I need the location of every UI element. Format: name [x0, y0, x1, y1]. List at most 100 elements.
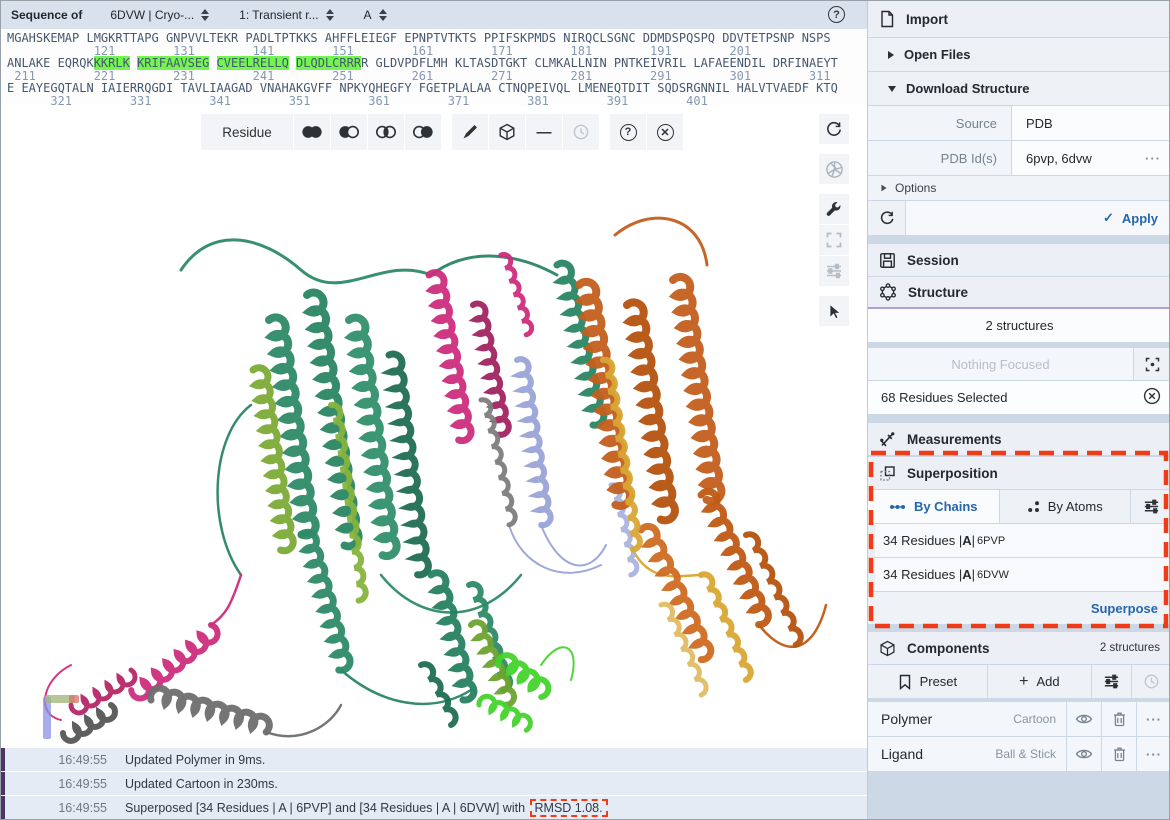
- screenshot-icon[interactable]: [819, 154, 849, 184]
- components-cube-icon: [880, 640, 895, 656]
- select-all-icon[interactable]: [294, 114, 330, 150]
- sequence-line[interactable]: ANLAKE EQRQKKKRLK KRIFAAVSEG CVEELRELLQ …: [7, 56, 838, 70]
- more-options-icon[interactable]: ···: [1145, 150, 1161, 166]
- selection-status-row: 68 Residues Selected: [868, 381, 1169, 414]
- source-select[interactable]: PDB: [1012, 106, 1169, 140]
- visibility-eye-icon[interactable]: [1067, 702, 1101, 736]
- log-row: 16:49:55 Updated Cartoon in 230ms.: [1, 772, 867, 795]
- sequence-of-label: Sequence of: [11, 8, 83, 22]
- entity-select[interactable]: 1: Transient r...: [239, 8, 334, 22]
- section-structure[interactable]: Structure: [868, 277, 1169, 309]
- settings-sliders-icon[interactable]: [819, 256, 849, 286]
- tab-by-atoms[interactable]: By Atoms: [999, 490, 1130, 523]
- preset-button[interactable]: Preset: [868, 665, 987, 698]
- brush-theme-icon[interactable]: [452, 114, 488, 150]
- section-measurements[interactable]: Measurements: [868, 423, 1169, 455]
- component-more-icon[interactable]: ···: [1137, 702, 1169, 736]
- structure-count[interactable]: 2 structures: [868, 309, 1169, 342]
- help-icon[interactable]: ?: [828, 6, 845, 23]
- focus-target-icon[interactable]: [1134, 348, 1169, 380]
- sequence-numbers: 211 221 231 241 251 261 271 281 291 301 …: [7, 68, 831, 83]
- sequence-panel[interactable]: MGAHSKEMAP LMGKRTTAPG GNPVVLTEKR PADLTPT…: [1, 29, 867, 105]
- bookmark-icon: [899, 674, 910, 690]
- plus-icon: +: [1019, 672, 1029, 690]
- chevron-right-icon: [888, 50, 894, 59]
- sequence-header: Sequence of 6DVW | Cryo-... 1: Transient…: [1, 1, 867, 29]
- section-superposition[interactable]: Superposition: [868, 457, 1169, 489]
- section-session[interactable]: Session: [868, 244, 1169, 276]
- measurements-icon: [880, 431, 895, 446]
- log-timestamp: 16:49:55: [58, 752, 107, 767]
- sequence-line[interactable]: E EAYEGQTALN IAIERRQGDI TAVLIAAGAD VNAHA…: [7, 81, 838, 95]
- components-toolbar: Preset + Add: [868, 665, 1169, 698]
- expand-fullscreen-icon[interactable]: [819, 225, 849, 255]
- toolbar-close-icon[interactable]: ✕: [647, 114, 683, 150]
- undo-history-icon[interactable]: [563, 114, 599, 150]
- selected-residues-highlight: CVEELRELLQ: [216, 56, 289, 70]
- file-icon: [881, 10, 894, 28]
- superposition-options-icon[interactable]: [1131, 490, 1169, 523]
- superpose-button[interactable]: Superpose: [868, 592, 1169, 624]
- chain-select[interactable]: A: [364, 8, 387, 22]
- section-components[interactable]: Components 2 structures: [868, 632, 1169, 664]
- selected-residues-highlight: KKRLK: [93, 56, 130, 70]
- add-component-button[interactable]: + Add: [987, 665, 1091, 698]
- sequence-numbers: 321 331 341 351 361 371 381 391 401: [7, 93, 708, 105]
- apply-button[interactable]: ✓ Apply: [906, 201, 1169, 235]
- component-row-polymer: Polymer Cartoon ···: [868, 702, 1169, 736]
- controls-wrench-icon[interactable]: [819, 194, 849, 224]
- granularity-button[interactable]: Residue: [201, 114, 293, 150]
- clear-selection-icon[interactable]: [1143, 387, 1161, 408]
- component-label[interactable]: Polymer Cartoon: [868, 702, 1066, 736]
- open-files-toggle[interactable]: Open Files: [868, 38, 1169, 71]
- superposition-entry[interactable]: 34 Residues | A | 6PVP: [868, 524, 1169, 557]
- superposition-tabs: By Chains By Atoms: [868, 490, 1169, 523]
- pdb-id-row: PDB Id(s) 6pvp, 6dvw ···: [868, 141, 1169, 175]
- select-add-icon[interactable]: [331, 114, 367, 150]
- structure-select[interactable]: 6DVW | Cryo-...: [110, 8, 210, 22]
- select-subtract-icon[interactable]: [405, 114, 441, 150]
- pdb-entry-id: 6PVP: [977, 534, 1006, 547]
- updown-icon: [201, 9, 210, 21]
- component-history-icon[interactable]: [1132, 665, 1169, 698]
- chain-id: A: [962, 567, 972, 582]
- component-more-icon[interactable]: ···: [1137, 737, 1169, 771]
- log-message: Superposed [34 Residues | A | 6PVP] and …: [125, 798, 608, 817]
- component-label[interactable]: Ligand Ball & Stick: [868, 737, 1066, 771]
- source-label: Source: [868, 106, 1011, 140]
- refresh-icon[interactable]: [868, 201, 905, 235]
- visibility-eye-icon[interactable]: [1067, 737, 1101, 771]
- selection-toolbar: Residue: [201, 114, 683, 150]
- pdb-id-input[interactable]: 6pvp, 6dvw ···: [1012, 141, 1169, 175]
- updown-icon: [378, 9, 387, 21]
- delete-trash-icon[interactable]: [1102, 702, 1136, 736]
- components-count-badge: 2 structures: [1099, 642, 1160, 654]
- axes-gizmo[interactable]: [31, 687, 91, 747]
- viewport-controls: [819, 114, 849, 326]
- updown-icon: [325, 9, 334, 21]
- download-structure-toggle[interactable]: Download Structure: [868, 72, 1169, 105]
- toolbar-help-icon[interactable]: ?: [610, 114, 646, 150]
- options-toggle[interactable]: Options: [868, 176, 1169, 200]
- source-row: Source PDB: [868, 106, 1169, 140]
- component-options-icon[interactable]: [1092, 665, 1131, 698]
- log-row: 16:49:55 Updated Polymer in 9ms.: [1, 748, 867, 771]
- select-intersect-icon[interactable]: [368, 114, 404, 150]
- floppy-save-icon: [880, 252, 895, 268]
- reset-camera-icon[interactable]: [819, 114, 849, 144]
- subtract-selection-icon[interactable]: —: [526, 114, 562, 150]
- tab-by-chains[interactable]: By Chains: [868, 490, 999, 523]
- superposition-entry[interactable]: 34 Residues | A | 6DVW: [868, 558, 1169, 591]
- selected-residues-highlight: DLQDLCRRR: [296, 56, 362, 70]
- representation-cube-icon[interactable]: [489, 114, 525, 150]
- log-timestamp: 16:49:55: [58, 776, 107, 791]
- delete-trash-icon[interactable]: [1102, 737, 1136, 771]
- selection-cursor-icon[interactable]: [819, 296, 849, 326]
- log-message: Updated Polymer in 9ms.: [125, 752, 266, 767]
- viewport-3d[interactable]: Residue: [1, 105, 867, 747]
- representation-type: Ball & Stick: [995, 747, 1056, 761]
- sequence-line[interactable]: MGAHSKEMAP LMGKRTTAPG GNPVVLTEKR PADLTPT…: [7, 31, 831, 45]
- protein-superposition-render: [44, 216, 828, 744]
- section-import[interactable]: Import: [868, 1, 1169, 37]
